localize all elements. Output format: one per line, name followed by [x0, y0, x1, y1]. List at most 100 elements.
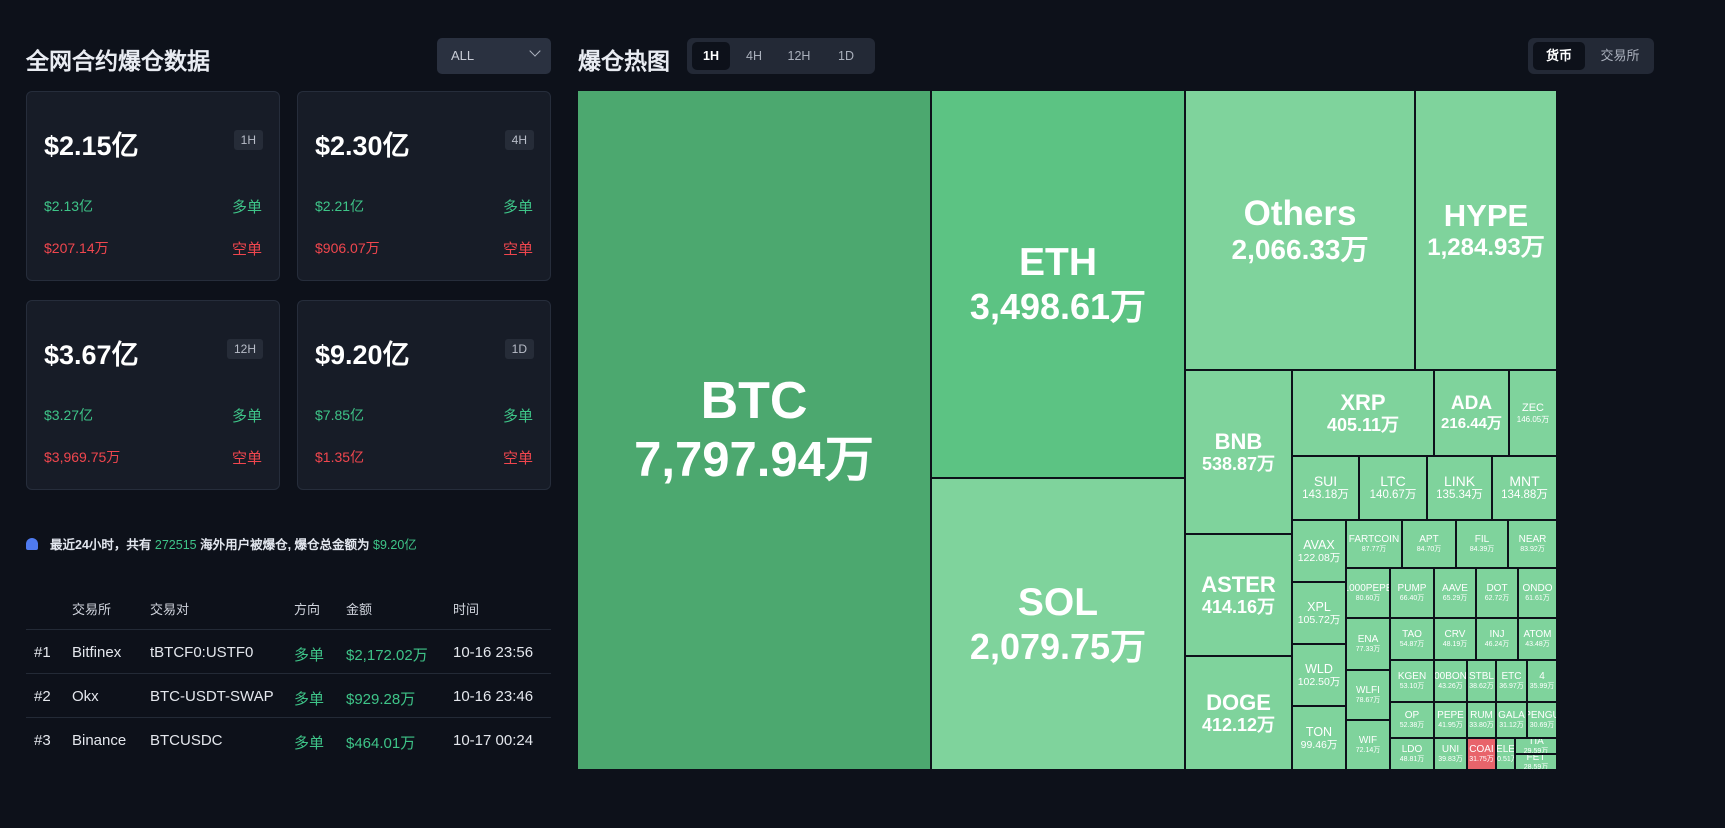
heatmap-cell-ele[interactable]: ELE30.51万	[1497, 739, 1514, 769]
heatmap-cell-ada[interactable]: ADA 216.44万	[1435, 371, 1508, 455]
heatmap-cell-inj[interactable]: INJ 46.24万	[1477, 619, 1517, 659]
heatmap-cell-mnt[interactable]: MNT 134.88万	[1493, 457, 1556, 519]
heatmap-cell-value: 77.33万	[1355, 645, 1381, 653]
heatmap-cell-symbol: ENA	[1357, 634, 1379, 646]
heatmap-cell-dot[interactable]: DOT 62.72万	[1477, 569, 1517, 617]
heatmap-cell-xpl[interactable]: XPL 105.72万	[1293, 583, 1345, 643]
heatmap-cell-uni[interactable]: UNI 39.83万	[1435, 739, 1466, 769]
heatmap-cell-ltc[interactable]: LTC 140.67万	[1360, 457, 1426, 519]
heatmap-cell-4[interactable]: 4 35.99万	[1528, 661, 1556, 701]
tab-12h[interactable]: 12H	[787, 49, 811, 63]
notice-user-count: 272515	[154, 538, 197, 552]
heatmap-cell-btc[interactable]: BTC 7,797.94万	[578, 91, 930, 769]
heatmap-cell-aave[interactable]: AAVE 65.29万	[1435, 569, 1475, 617]
heatmap-cell-value: 412.12万	[1201, 715, 1276, 736]
heatmap-cell-fet[interactable]: FET 28.59万	[1516, 755, 1556, 769]
chevron-down-icon	[529, 45, 541, 57]
heatmap-cell-etc[interactable]: ETC 36.97万	[1497, 661, 1526, 701]
heatmap-cell-hype[interactable]: HYPE 1,284.93万	[1416, 91, 1556, 369]
heatmap-cell-value: 43.26万	[1438, 682, 1463, 690]
heatmap-cell-wld[interactable]: WLD 102.50万	[1293, 645, 1345, 705]
heatmap-cell-pengu[interactable]: PENGU30.69万	[1528, 703, 1556, 737]
toggle-coin[interactable]: 货币	[1533, 42, 1585, 70]
table-row[interactable]: #1 Bitfinex tBTCF0:USTF0 多单 $2,172.02万 1…	[26, 629, 551, 673]
heatmap-cell-value: 30.51万	[1497, 755, 1514, 763]
heatmap-cell-pump[interactable]: PUMP 66.40万	[1391, 569, 1433, 617]
heatmap-cell-1000pepe[interactable]: 1000PEPE80.60万	[1347, 569, 1389, 617]
tab-1d[interactable]: 1D	[838, 49, 854, 63]
heatmap-cell-link[interactable]: LINK 135.34万	[1428, 457, 1491, 519]
heatmap-cell-symbol: SOL	[1017, 580, 1099, 624]
heatmap-cell-symbol: BNB	[1214, 429, 1263, 454]
heatmap-cell-tao[interactable]: TAO 54.87万	[1391, 619, 1433, 659]
short-label: 空单	[502, 241, 533, 258]
heatmap-cell-wlfi[interactable]: WLFI 78.67万	[1347, 671, 1389, 719]
heatmap-cell-bnb[interactable]: BNB 538.87万	[1186, 371, 1291, 533]
heatmap-cell-coai[interactable]: COAI 31.75万	[1468, 739, 1495, 769]
tab-4h[interactable]: 4H	[746, 49, 762, 63]
heatmap-cell-symbol: XRP	[1340, 390, 1386, 415]
table-row[interactable]: #2 Okx BTC-USDT-SWAP 多单 $929.28万 10-16 2…	[26, 673, 551, 717]
heatmap-cell-xrp[interactable]: XRP 405.11万	[1293, 371, 1433, 455]
table-row[interactable]: #3 Binance BTCUSDC 多单 $464.01万 10-17 00:…	[26, 717, 551, 761]
heatmap-cell-symbol: ELE	[1497, 744, 1514, 756]
row-rank: #1	[34, 644, 51, 661]
heatmap-cell-symbol: LINK	[1443, 473, 1476, 490]
heatmap-cell-zec[interactable]: ZEC 146.05万	[1510, 371, 1556, 455]
heatmap-cell-value: 33.80万	[1469, 721, 1494, 729]
heatmap-cell-gala[interactable]: GALA 31.12万	[1497, 703, 1526, 737]
heatmap-cell-sui[interactable]: SUI 143.18万	[1293, 457, 1358, 519]
heatmap-cell-ena[interactable]: ENA 77.33万	[1347, 619, 1389, 669]
exchange-select[interactable]: ALL	[437, 38, 551, 74]
tab-1h[interactable]: 1H	[692, 42, 730, 70]
heatmap-cell-sol[interactable]: SOL 2,079.75万	[932, 479, 1184, 769]
heatmap-cell-value: 35.99万	[1529, 682, 1555, 690]
heatmap-cell-symbol: FARTCOIN	[1348, 534, 1400, 546]
heatmap-cell-symbol: COAI	[1469, 744, 1494, 756]
toggle-exchange[interactable]: 交易所	[1600, 48, 1640, 63]
heatmap-cell-wif[interactable]: WIF 72.14万	[1347, 721, 1389, 769]
heatmap-cell-symbol: PUMP	[1397, 583, 1427, 595]
heatmap-cell-symbol: RUM	[1470, 710, 1493, 722]
heatmap-cell-value: 2,066.33万	[1231, 234, 1369, 266]
short-label: 空单	[231, 450, 262, 467]
heatmap-cell-op[interactable]: OP 52.38万	[1391, 703, 1433, 737]
heatmap-cell-aster[interactable]: ASTER 414.16万	[1186, 535, 1291, 655]
heatmap-cell-stbl[interactable]: STBL 38.62万	[1468, 661, 1495, 701]
short-value: $207.14万	[44, 240, 109, 256]
heatmap-cell-symbol: SUI	[1313, 473, 1338, 490]
row-amount: $464.01万	[346, 735, 416, 752]
heatmap-cell-apt[interactable]: APT 84.70万	[1403, 521, 1455, 567]
heatmap-cell-symbol: DOGE	[1206, 690, 1271, 715]
heatmap-cell-tia[interactable]: TIA 29.59万	[1516, 739, 1556, 753]
heatmap-cell-atom[interactable]: ATOM 43.48万	[1519, 619, 1556, 659]
heatmap-cell-rum[interactable]: RUM 33.80万	[1468, 703, 1495, 737]
heatmap-cell-value: 83.92万	[1520, 545, 1545, 553]
heatmap-cell-value: 1,284.93万	[1427, 234, 1545, 262]
heatmap-cell-doge[interactable]: DOGE 412.12万	[1186, 657, 1291, 769]
heatmap-cell-ton[interactable]: TON 99.46万	[1293, 707, 1345, 769]
heatmap-cell-symbol: ADA	[1450, 393, 1493, 415]
row-exchange: Okx	[72, 688, 99, 705]
heatmap-cell-kgen[interactable]: KGEN 53.10万	[1391, 661, 1433, 701]
heatmap-cell-fartcoin[interactable]: FARTCOIN 87.77万	[1347, 521, 1401, 567]
heatmap-cell-ldo[interactable]: LDO 48.81万	[1391, 739, 1433, 769]
heatmap-cell-pepe[interactable]: PEPE 41.95万	[1435, 703, 1466, 737]
heatmap-cell-avax[interactable]: AVAX 122.08万	[1293, 521, 1345, 581]
heatmap-cell-value: 39.83万	[1438, 755, 1463, 763]
heatmap-cell-value: 122.08万	[1297, 552, 1341, 565]
heatmap-cell-00bon[interactable]: 00BON 43.26万	[1435, 661, 1466, 701]
heatmap-cell-symbol: MNT	[1509, 473, 1540, 490]
row-exchange: Binance	[72, 732, 127, 749]
heatmap-cell-value: 135.34万	[1436, 489, 1483, 502]
heatmap-cell-crv[interactable]: CRV 48.19万	[1435, 619, 1475, 659]
heatmap-cell-symbol: AVAX	[1303, 537, 1335, 552]
heatmap-cell-others[interactable]: Others 2,066.33万	[1186, 91, 1414, 369]
liquidation-heatmap: BTC 7,797.94万 ETH 3,498.61万 SOL 2,079.75万 Othe…	[578, 91, 1654, 769]
heatmap-cell-ondo[interactable]: ONDO 61.61万	[1519, 569, 1556, 617]
heatmap-cell-eth[interactable]: ETH 3,498.61万	[932, 91, 1184, 477]
heatmap-cell-near[interactable]: NEAR 83.92万	[1509, 521, 1556, 567]
heatmap-cell-symbol: WLFI	[1356, 685, 1380, 697]
stat-card-12h: $3.67亿 12H $3.27亿 多单 $3,969.75万 空单	[26, 300, 280, 490]
heatmap-cell-fil[interactable]: FIL 84.39万	[1457, 521, 1507, 567]
